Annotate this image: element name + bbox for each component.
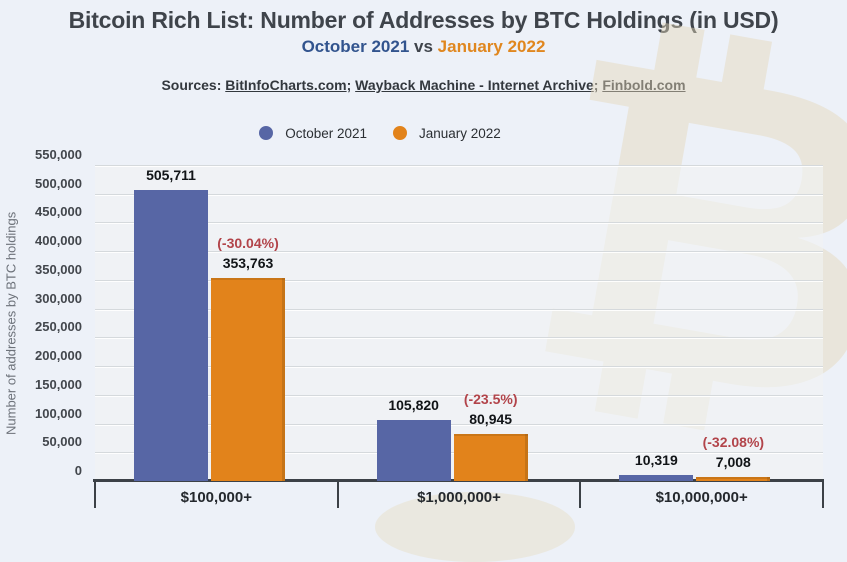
bar-value-label: 353,763 bbox=[222, 254, 274, 271]
legend-dot-october-icon bbox=[259, 126, 274, 140]
y-tick-label: 550,000 bbox=[35, 147, 82, 162]
bar-january-2022 bbox=[211, 277, 285, 481]
y-tick-label: 300,000 bbox=[35, 290, 82, 306]
y-tick-label: 250,000 bbox=[35, 319, 82, 335]
y-tick-label: 400,000 bbox=[35, 233, 82, 249]
y-tick-label: 50,000 bbox=[42, 434, 82, 450]
source-link-1[interactable]: BitInfoCharts.com bbox=[225, 77, 347, 93]
y-tick-label: 0 bbox=[74, 463, 82, 478]
gridline bbox=[95, 222, 823, 224]
bar-value-label: 10,319 bbox=[634, 452, 678, 469]
gridline bbox=[95, 251, 823, 253]
bar-chart: Number of addresses by BTC holdings 0 50,… bbox=[4, 147, 824, 508]
y-tick-label: 100,000 bbox=[35, 405, 82, 421]
gridline bbox=[95, 423, 823, 425]
bar-october-2021 bbox=[134, 190, 208, 481]
bar-january-2022 bbox=[453, 434, 528, 481]
y-tick-label: 500,000 bbox=[35, 175, 82, 191]
gridline bbox=[95, 366, 823, 368]
bar-january-2022 bbox=[696, 476, 771, 481]
gridline bbox=[95, 394, 823, 396]
x-axis-tick bbox=[579, 481, 582, 508]
source-link-3[interactable]: Finbold.com bbox=[602, 77, 686, 93]
legend-item-january: January 2022 bbox=[393, 126, 501, 141]
pct-change-label: (-32.08%) bbox=[702, 433, 765, 450]
x-category-label: $10,000,000+ bbox=[655, 489, 748, 506]
legend-item-october: October 2021 bbox=[259, 126, 367, 141]
gridline bbox=[95, 308, 823, 310]
y-tick-label: 450,000 bbox=[35, 204, 82, 220]
x-axis-tick bbox=[822, 481, 824, 508]
bar-value-label: 505,711 bbox=[146, 167, 196, 184]
chart-title: Bitcoin Rich List: Number of Addresses b… bbox=[68, 7, 779, 33]
pct-change-label: (-30.04%) bbox=[217, 234, 279, 251]
gridline bbox=[95, 193, 823, 195]
subtitle-october: October 2021 bbox=[301, 37, 410, 56]
legend-label-january: January 2022 bbox=[419, 125, 501, 141]
bar-october-2021 bbox=[619, 475, 694, 481]
x-category-label: $1,000,000+ bbox=[417, 489, 501, 506]
pct-change-label: (-23.5%) bbox=[463, 391, 518, 408]
bar-value-label: 80,945 bbox=[469, 411, 513, 428]
subtitle-vs: vs bbox=[409, 37, 438, 56]
y-tick-label: 150,000 bbox=[35, 376, 82, 392]
gridline bbox=[95, 337, 823, 339]
gridline bbox=[95, 165, 823, 166]
bar-value-label: 105,820 bbox=[388, 397, 439, 414]
legend-label-october: October 2021 bbox=[285, 125, 367, 141]
chart-legend: October 2021 January 2022 bbox=[0, 122, 760, 144]
bar-value-label: 7,008 bbox=[715, 453, 751, 470]
bar-october-2021 bbox=[376, 420, 451, 481]
x-axis-tick bbox=[336, 481, 339, 508]
y-tick-label: 200,000 bbox=[35, 348, 82, 364]
legend-dot-january-icon bbox=[393, 126, 407, 140]
chart-subtitle: October 2021 vs January 2022 bbox=[0, 37, 847, 57]
gridline bbox=[95, 279, 823, 281]
sources-line: Sources: BitInfoCharts.com; Wayback Mach… bbox=[161, 77, 686, 93]
x-category-label: $100,000+ bbox=[180, 489, 252, 506]
sources-label: Sources: bbox=[161, 77, 226, 93]
subtitle-january: January 2022 bbox=[437, 37, 546, 56]
y-tick-label: 350,000 bbox=[35, 261, 82, 277]
source-link-2[interactable]: Wayback Machine - Internet Archive bbox=[355, 77, 594, 93]
x-axis-tick bbox=[94, 481, 96, 508]
